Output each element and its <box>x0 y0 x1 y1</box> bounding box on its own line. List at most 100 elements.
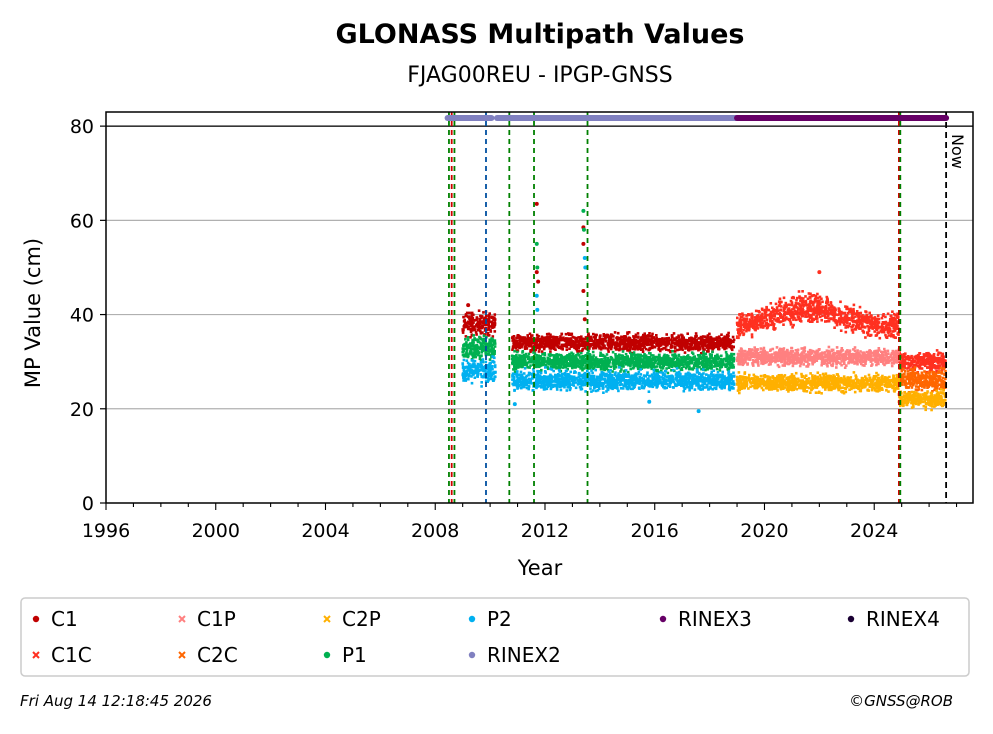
data-point <box>543 378 546 381</box>
data-point <box>608 360 611 363</box>
data-point <box>646 339 650 342</box>
data-point <box>692 373 696 376</box>
data-point <box>487 334 491 337</box>
data-point <box>624 363 628 366</box>
data-point <box>486 380 489 383</box>
data-point <box>525 363 529 367</box>
data-point <box>513 345 517 349</box>
data-point <box>473 345 476 349</box>
data-point <box>639 357 642 360</box>
data-point <box>558 366 562 370</box>
data-point <box>490 337 493 340</box>
data-point <box>557 339 560 343</box>
data-point <box>595 339 599 342</box>
data-point <box>474 330 478 334</box>
data-point <box>615 380 619 384</box>
data-point <box>676 339 679 343</box>
data-point <box>602 372 605 375</box>
data-point <box>730 352 733 356</box>
data-point <box>600 358 604 361</box>
data-point <box>618 337 622 340</box>
data-point <box>648 363 652 366</box>
data-point <box>721 362 725 366</box>
data-point <box>640 384 644 388</box>
data-point <box>512 360 516 364</box>
data-point <box>666 343 669 347</box>
data-point <box>660 362 664 366</box>
data-point <box>645 373 649 376</box>
data-point <box>721 345 725 349</box>
data-point <box>571 365 574 368</box>
data-point <box>564 357 568 361</box>
data-point <box>619 370 622 373</box>
data-point <box>697 385 700 389</box>
data-point <box>729 376 732 380</box>
data-point <box>896 313 899 317</box>
data-point <box>461 331 465 334</box>
data-point <box>731 359 735 362</box>
data-point <box>559 388 563 392</box>
data-point <box>488 338 492 342</box>
data-point <box>568 337 571 341</box>
data-point <box>617 389 620 393</box>
data-point <box>626 337 630 340</box>
data-point <box>533 352 537 355</box>
data-point <box>620 378 623 381</box>
data-point <box>574 376 578 380</box>
data-point <box>617 343 621 347</box>
data-point <box>732 338 736 342</box>
data-point <box>725 343 728 346</box>
data-point <box>643 384 646 388</box>
data-point <box>557 368 561 372</box>
data-point <box>708 376 712 379</box>
data-point <box>606 333 610 337</box>
data-point <box>491 365 494 368</box>
data-point <box>705 336 708 340</box>
data-point <box>654 369 657 372</box>
data-point <box>694 332 698 335</box>
data-point <box>641 386 644 390</box>
data-point <box>549 340 552 344</box>
data-point <box>546 385 550 388</box>
data-point <box>577 347 580 350</box>
data-point <box>710 347 713 350</box>
data-point <box>563 339 567 342</box>
data-point <box>489 342 493 345</box>
data-point <box>683 382 686 386</box>
data-point <box>580 358 584 361</box>
data-point <box>592 366 596 370</box>
data-point <box>462 376 465 380</box>
data-point <box>630 380 634 384</box>
data-point <box>636 332 640 335</box>
data-point <box>595 343 598 346</box>
data-point <box>723 336 727 340</box>
data-point <box>462 369 466 373</box>
data-point <box>531 334 534 337</box>
data-point <box>598 375 601 379</box>
data-point <box>535 376 538 380</box>
data-point <box>660 376 663 379</box>
data-point <box>481 325 484 328</box>
data-point <box>536 357 539 361</box>
data-point <box>524 363 527 367</box>
data-point <box>520 336 524 339</box>
data-point <box>634 344 638 347</box>
data-point <box>706 379 709 382</box>
data-point <box>598 387 601 390</box>
data-point <box>697 337 701 340</box>
data-point <box>598 383 602 387</box>
data-point <box>687 345 691 348</box>
data-point <box>624 358 627 362</box>
data-point <box>494 370 497 374</box>
data-point <box>684 343 687 346</box>
data-point <box>555 343 558 346</box>
data-point <box>663 346 667 350</box>
data-point <box>591 356 595 360</box>
data-point <box>677 335 680 339</box>
data-point <box>485 352 488 356</box>
data-point <box>629 359 632 363</box>
data-point <box>561 343 564 347</box>
data-point <box>645 341 648 345</box>
data-point <box>535 365 538 369</box>
data-point <box>665 358 669 361</box>
